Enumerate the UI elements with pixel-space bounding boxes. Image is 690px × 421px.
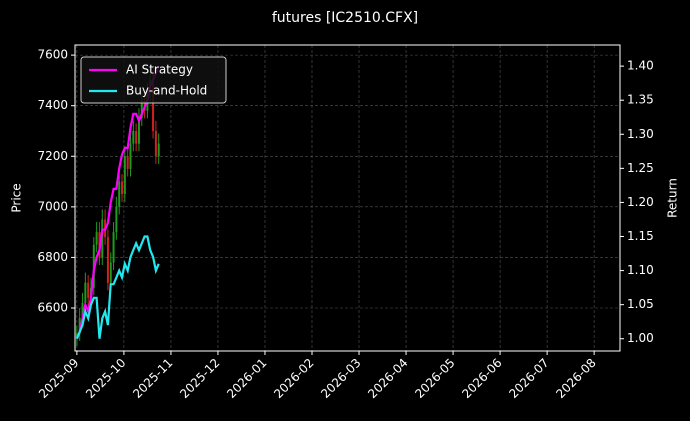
y2-tick-label: 1.40: [627, 59, 654, 73]
candle-body: [157, 143, 160, 157]
candle-body: [87, 282, 90, 298]
plot-frame: [74, 44, 621, 352]
y2-tick-label: 1.15: [627, 229, 654, 243]
y-tick-label: 7200: [37, 149, 68, 163]
candle-body: [152, 80, 155, 131]
y-axis-label: Price: [10, 183, 24, 212]
y-tick-label: 7600: [37, 48, 68, 62]
y-tick-label: 7400: [37, 98, 68, 112]
y-tick-label: 6600: [37, 301, 68, 315]
y2-tick-label: 1.05: [627, 297, 654, 311]
candle-body: [132, 130, 135, 144]
x-tick-label: 2025-12: [177, 356, 222, 401]
candle-body: [115, 206, 118, 233]
x-tick-label: 2026-02: [271, 356, 316, 401]
candle-body: [137, 118, 140, 144]
series-line: [75, 65, 160, 340]
candle-body: [123, 156, 126, 195]
candle-body: [154, 130, 157, 157]
y2-tick-label: 1.30: [627, 127, 654, 141]
legend-label: AI Strategy: [126, 63, 193, 77]
y2-tick-label: 1.10: [627, 263, 654, 277]
x-tick-label: 2025-09: [36, 356, 81, 401]
y2-tick-label: 1.35: [627, 93, 654, 107]
y-tick-label: 7000: [37, 199, 68, 213]
candle-body: [109, 262, 112, 283]
candle-body: [78, 318, 81, 334]
x-tick-label: 2025-10: [83, 356, 128, 401]
series-line: [75, 235, 160, 340]
x-tick-label: 2026-01: [224, 356, 269, 401]
candle-body: [106, 237, 109, 283]
candle-body: [121, 181, 124, 195]
candle-body: [129, 143, 132, 169]
y2-axis-label: Return: [666, 178, 680, 218]
candle-body: [135, 130, 138, 144]
candle-body: [140, 100, 143, 119]
legend-label: Buy-and-Hold: [126, 84, 207, 98]
x-tick-label: 2026-05: [412, 356, 457, 401]
x-tick-label: 2026-03: [318, 356, 363, 401]
x-tick-label: 2026-06: [459, 356, 504, 401]
candle-body: [95, 232, 98, 245]
x-tick-label: 2025-11: [130, 356, 175, 401]
candle-body: [101, 219, 104, 258]
legend-box: [80, 56, 227, 104]
y2-tick-label: 1.00: [627, 331, 654, 345]
x-tick-label: 2026-04: [365, 356, 410, 401]
x-tick-label: 2026-07: [506, 356, 551, 401]
candle-body: [75, 333, 78, 339]
y-tick-label: 6800: [37, 250, 68, 264]
chart-title: futures [IC2510.CFX]: [272, 10, 418, 26]
x-tick-label: 2026-08: [553, 356, 598, 401]
candle-body: [84, 282, 87, 303]
y2-tick-label: 1.25: [627, 161, 654, 175]
candle-body: [118, 181, 121, 207]
y2-tick-label: 1.20: [627, 195, 654, 209]
candle-body: [81, 302, 84, 319]
candle-body: [112, 232, 115, 263]
candle-body: [126, 156, 129, 169]
